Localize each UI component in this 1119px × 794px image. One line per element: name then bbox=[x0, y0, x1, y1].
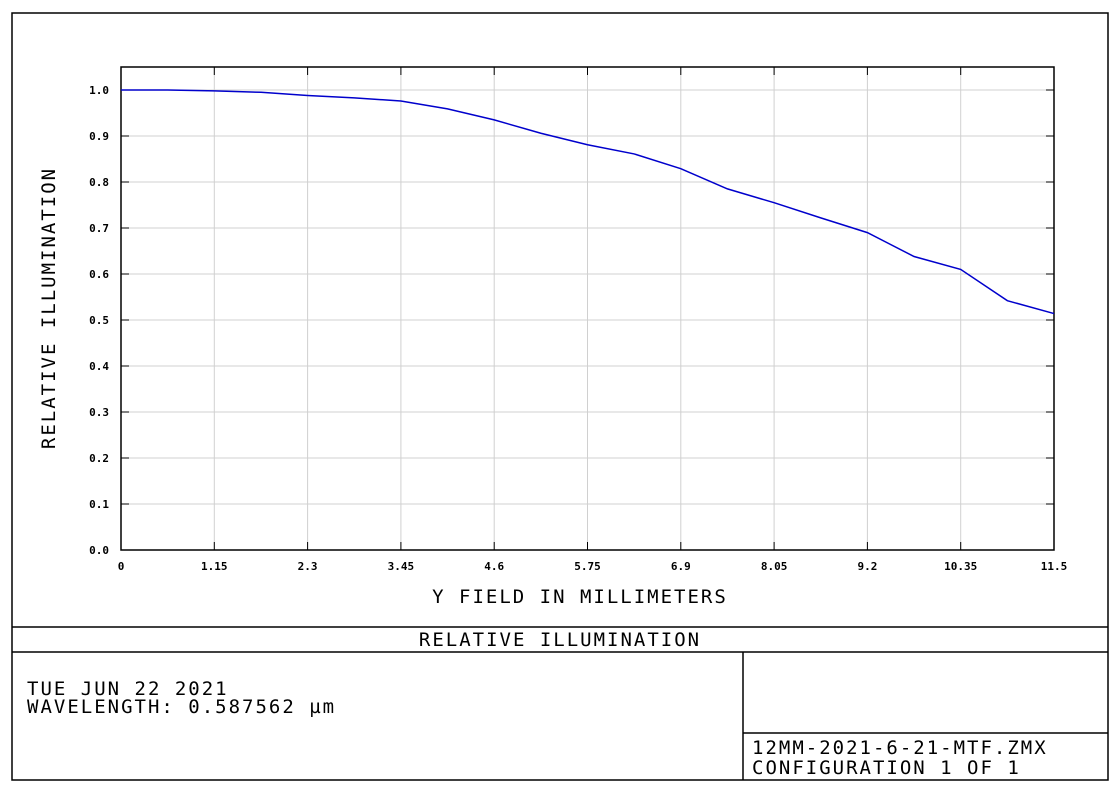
y-tick-label: 0.5 bbox=[89, 314, 109, 327]
x-tick-label: 5.75 bbox=[574, 560, 601, 573]
chart-title: RELATIVE ILLUMINATION bbox=[419, 629, 701, 651]
data-line bbox=[121, 89, 1055, 315]
x-tick-label: 2.3 bbox=[298, 560, 318, 573]
plot-frame bbox=[120, 66, 1055, 551]
y-tick-label: 0.3 bbox=[89, 406, 109, 419]
y-tick-label: 1.0 bbox=[89, 84, 109, 97]
y-tick-label: 0.8 bbox=[89, 176, 109, 189]
x-tick-label: 3.45 bbox=[388, 560, 415, 573]
y-axis-label: RELATIVE ILLUMINATION bbox=[38, 167, 60, 449]
y-tick-label: 0.6 bbox=[89, 268, 109, 281]
y-tick-label: 0.2 bbox=[89, 452, 109, 465]
x-tick-label: 11.5 bbox=[1041, 560, 1068, 573]
y-tick-label: 0.7 bbox=[89, 222, 109, 235]
y-tick-label: 0.9 bbox=[89, 130, 109, 143]
x-tick-label: 9.2 bbox=[857, 560, 877, 573]
y-tick-label: 0.1 bbox=[89, 498, 109, 511]
date: TUE JUN 22 2021 bbox=[27, 678, 229, 700]
frame bbox=[11, 12, 1109, 781]
x-tick-label: 10.35 bbox=[944, 560, 977, 573]
x-tick-label: 8.05 bbox=[761, 560, 788, 573]
x-tick-label: 0 bbox=[118, 560, 125, 573]
x-tick-label: 1.15 bbox=[201, 560, 228, 573]
configuration: CONFIGURATION 1 OF 1 bbox=[752, 757, 1021, 779]
x-axis-label: Y FIELD IN MILLIMETERS bbox=[432, 586, 728, 608]
x-tick-label: 6.9 bbox=[671, 560, 691, 573]
wavelength: WAVELENGTH: 0.587562 µm bbox=[27, 696, 336, 718]
y-tick-label: 0.0 bbox=[89, 544, 109, 557]
y-tick-label: 0.4 bbox=[89, 360, 109, 373]
x-tick-label: 4.6 bbox=[484, 560, 504, 573]
file-name: 12MM-2021-6-21-MTF.ZMX bbox=[752, 737, 1048, 759]
